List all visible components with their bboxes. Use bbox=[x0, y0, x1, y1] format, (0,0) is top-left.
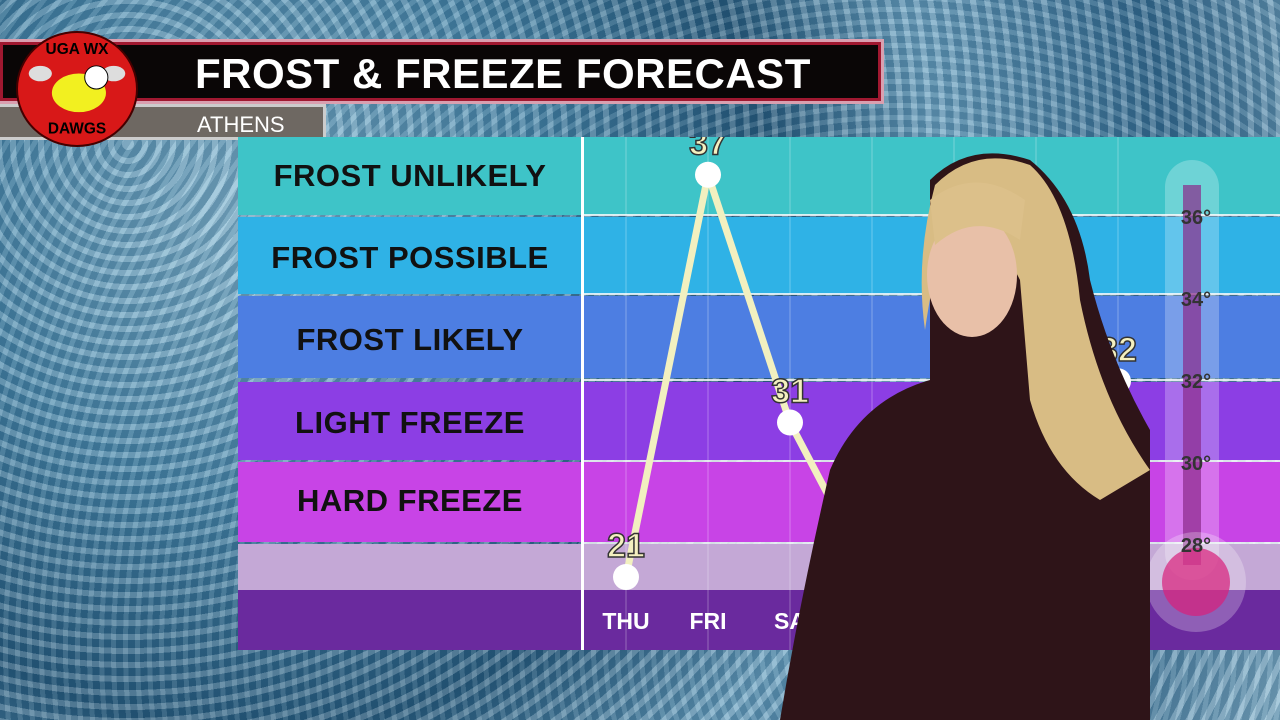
band-label: FROST UNLIKELY bbox=[273, 158, 547, 193]
data-point bbox=[777, 409, 803, 436]
thermometer-mercury bbox=[1183, 185, 1201, 565]
thermometer-tick: 36° bbox=[1181, 207, 1211, 229]
line-segment bbox=[704, 173, 794, 424]
uga-wx-dawgs-logo: UGA WX DAWGS bbox=[16, 31, 138, 147]
data-label: 21 bbox=[607, 527, 645, 565]
data-point bbox=[613, 564, 639, 590]
band-label: FROST POSSIBLE bbox=[271, 240, 549, 275]
x-tick-label: FRI bbox=[689, 608, 726, 634]
svg-text:DAWGS: DAWGS bbox=[48, 120, 106, 137]
thermometer-bulb bbox=[1162, 548, 1230, 616]
axis-divider bbox=[581, 137, 584, 650]
thermometer-tick: 34° bbox=[1181, 289, 1211, 311]
thermometer-tick: 32° bbox=[1181, 371, 1211, 393]
page-title: FROST & FREEZE FORECAST bbox=[195, 50, 811, 97]
band-label: LIGHT FREEZE bbox=[295, 405, 525, 440]
band-frost-unlikely bbox=[238, 137, 1280, 215]
data-label: 37 bbox=[689, 137, 727, 163]
line-segment bbox=[622, 174, 712, 578]
band-frost-possible bbox=[238, 217, 1280, 294]
band-label: FROST LIKELY bbox=[296, 322, 524, 357]
band-label: HARD FREEZE bbox=[297, 483, 523, 518]
data-point bbox=[695, 161, 721, 188]
location-label: ATHENS bbox=[197, 112, 285, 137]
data-label: 31 bbox=[771, 373, 809, 411]
svg-text:UGA WX: UGA WX bbox=[46, 41, 110, 58]
title-bar: FROST & FREEZE FORECAST bbox=[0, 39, 884, 104]
thermometer-tick: 30° bbox=[1181, 453, 1211, 475]
thermometer-tick: 28° bbox=[1181, 535, 1211, 557]
x-tick-label: THU bbox=[602, 608, 649, 634]
line-segment bbox=[786, 420, 836, 505]
